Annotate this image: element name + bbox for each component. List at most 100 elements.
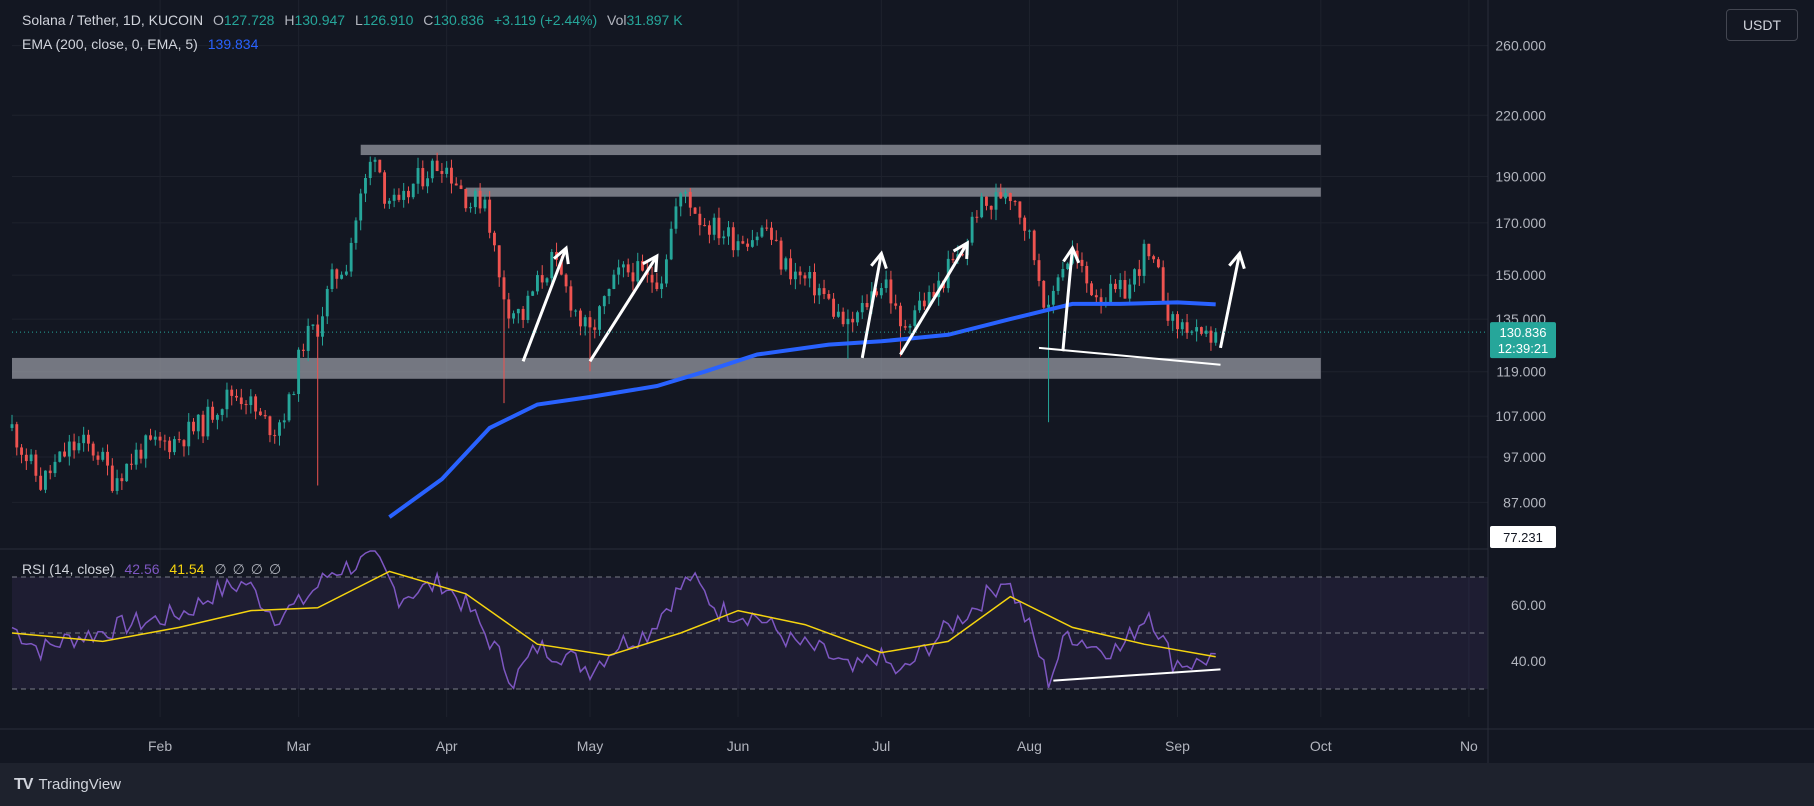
candle-body bbox=[875, 291, 879, 296]
candle-body bbox=[254, 396, 258, 412]
price-axis[interactable]: 260.000220.000190.000170.000150.000135.0… bbox=[1487, 0, 1546, 763]
chart-canvas[interactable]: 260.000220.000190.000170.000150.000135.0… bbox=[0, 0, 1814, 763]
candle-body bbox=[507, 299, 511, 319]
candle-body bbox=[621, 264, 625, 268]
rsi-legend[interactable]: RSI (14, close) 42.56 41.54 ∅ ∅ ∅ ∅ bbox=[22, 561, 287, 578]
candle-body bbox=[473, 190, 477, 208]
candle-body bbox=[688, 191, 692, 208]
rsi-trendline bbox=[1053, 668, 1221, 682]
candle-body bbox=[1047, 304, 1050, 308]
candle-body bbox=[282, 420, 286, 423]
tradingview-logo-icon: TV bbox=[14, 775, 33, 793]
candle-body bbox=[1180, 322, 1184, 330]
time-tick-label: Apr bbox=[436, 738, 458, 754]
candle-body bbox=[86, 434, 90, 444]
candle-body bbox=[77, 443, 81, 451]
candle-body bbox=[1128, 284, 1132, 299]
candle-body bbox=[569, 286, 573, 311]
candle-body bbox=[378, 159, 382, 173]
candle-body bbox=[301, 349, 305, 351]
candle-body bbox=[249, 396, 253, 406]
candle-body bbox=[989, 205, 993, 210]
candle-body bbox=[1042, 280, 1046, 308]
rsi-tick-label: 40.00 bbox=[1511, 653, 1546, 669]
candle-body bbox=[1085, 265, 1089, 284]
currency-button[interactable]: USDT bbox=[1726, 9, 1798, 41]
candle-body bbox=[727, 227, 730, 237]
time-tick-label: Jun bbox=[727, 738, 750, 754]
candle-body bbox=[1195, 327, 1199, 332]
time-tick-label: Jul bbox=[872, 738, 890, 754]
candle-body bbox=[402, 190, 406, 200]
candle-body bbox=[717, 217, 721, 239]
candle-body bbox=[636, 261, 640, 282]
candle-body bbox=[469, 207, 472, 209]
candle-body bbox=[445, 167, 449, 174]
candle-body bbox=[101, 451, 105, 460]
time-tick-label: No bbox=[1460, 738, 1478, 754]
candle-body bbox=[1142, 243, 1146, 276]
candle-body bbox=[421, 168, 425, 187]
time-tick-label: Sep bbox=[1165, 738, 1190, 754]
candle-body bbox=[985, 196, 988, 206]
candle-body bbox=[239, 397, 243, 405]
price-tick-label: 260.000 bbox=[1495, 38, 1546, 54]
candle-body bbox=[435, 160, 439, 172]
candle-body bbox=[440, 171, 444, 174]
candle-body bbox=[1113, 283, 1117, 290]
candle-body bbox=[521, 308, 525, 320]
volume-label: Vol bbox=[607, 12, 627, 28]
candle-body bbox=[879, 288, 883, 296]
candle-body bbox=[1209, 330, 1213, 343]
ema-legend[interactable]: EMA (200, close, 0, EMA, 5) 139.834 bbox=[22, 36, 264, 52]
candle-body bbox=[1090, 283, 1093, 296]
candle-body bbox=[1032, 230, 1036, 261]
candle-body bbox=[932, 291, 936, 298]
candle-body bbox=[110, 465, 114, 491]
candle-body bbox=[273, 435, 277, 437]
candle-body bbox=[129, 463, 133, 465]
rsi-empty-value: ∅ bbox=[268, 561, 282, 577]
time-axis[interactable]: Feb Mar Apr May Jun Jul Aug Sep Oct No bbox=[0, 728, 1814, 754]
candle-body bbox=[903, 326, 907, 328]
price-tick-label: 170.000 bbox=[1495, 215, 1546, 231]
scale-price-tag bbox=[1490, 526, 1556, 548]
price-zone bbox=[465, 187, 1321, 197]
candle-body bbox=[168, 440, 172, 453]
time-tick-label: Aug bbox=[1017, 738, 1042, 754]
candle-body bbox=[1156, 259, 1160, 268]
candle-body bbox=[430, 160, 434, 179]
candle-body bbox=[860, 302, 864, 313]
candle-body bbox=[1094, 295, 1098, 298]
candle-body bbox=[765, 227, 769, 229]
candle-body bbox=[1123, 280, 1127, 299]
candle-body bbox=[58, 451, 62, 462]
open-label: O bbox=[212, 12, 224, 28]
candle-body bbox=[1018, 201, 1022, 218]
candle-body bbox=[1004, 192, 1007, 199]
candle-body bbox=[1176, 314, 1179, 330]
candle-body bbox=[106, 451, 109, 466]
rsi-value: 42.56 bbox=[124, 561, 160, 577]
symbol-header[interactable]: Solana / Tether, 1D, KUCOIN O127.728 H13… bbox=[22, 12, 689, 28]
candle-body bbox=[454, 183, 458, 186]
candle-body bbox=[1023, 217, 1027, 231]
candle-body bbox=[1152, 256, 1156, 260]
candle-body bbox=[574, 310, 578, 312]
candle-body bbox=[488, 199, 492, 233]
candle-body bbox=[1061, 269, 1065, 278]
candle-body bbox=[664, 259, 668, 284]
annotation-arrow-head bbox=[1228, 250, 1246, 270]
candle-body bbox=[961, 254, 964, 256]
tradingview-logo[interactable]: TV TradingView bbox=[14, 776, 121, 794]
candle-body bbox=[994, 192, 998, 210]
candle-body bbox=[684, 191, 687, 194]
time-tick-label: Feb bbox=[148, 738, 172, 754]
candle-body bbox=[392, 194, 396, 201]
candle-body bbox=[722, 236, 726, 239]
candle-body bbox=[215, 414, 219, 420]
candle-body bbox=[1008, 192, 1012, 202]
candle-body bbox=[211, 406, 215, 420]
candle-body bbox=[703, 225, 707, 227]
annotation-arrow bbox=[521, 247, 568, 362]
